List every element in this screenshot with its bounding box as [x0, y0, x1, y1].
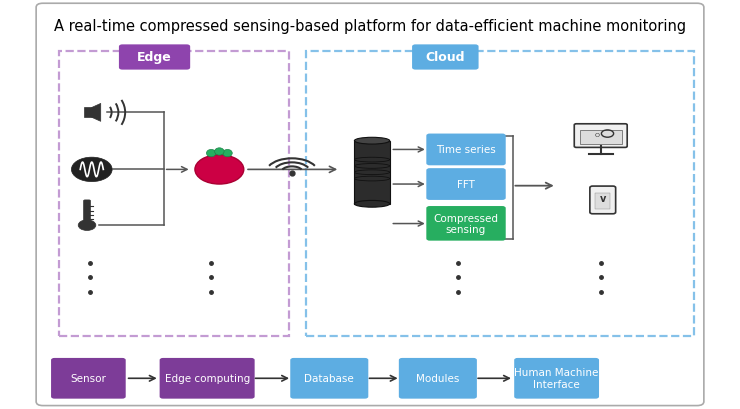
FancyBboxPatch shape: [595, 193, 610, 209]
Circle shape: [72, 158, 112, 182]
Text: FFT: FFT: [457, 180, 475, 190]
Text: Time series: Time series: [436, 145, 496, 155]
FancyBboxPatch shape: [574, 124, 628, 148]
Text: Edge computing: Edge computing: [164, 373, 250, 383]
Ellipse shape: [215, 148, 224, 156]
FancyBboxPatch shape: [51, 358, 126, 399]
Polygon shape: [84, 108, 92, 118]
Polygon shape: [92, 104, 101, 122]
Ellipse shape: [206, 150, 216, 157]
Ellipse shape: [223, 150, 232, 157]
Circle shape: [195, 155, 243, 184]
Text: Human Machine
Interface: Human Machine Interface: [514, 368, 599, 389]
Text: Sensor: Sensor: [70, 373, 107, 383]
Circle shape: [78, 220, 96, 231]
FancyBboxPatch shape: [399, 358, 477, 399]
FancyBboxPatch shape: [426, 134, 505, 166]
Text: Modules: Modules: [416, 373, 460, 383]
FancyBboxPatch shape: [590, 187, 616, 214]
FancyBboxPatch shape: [514, 358, 599, 399]
Text: O: O: [595, 133, 600, 137]
Text: v: v: [599, 194, 606, 204]
Text: Cloud: Cloud: [425, 52, 465, 64]
Ellipse shape: [354, 138, 390, 145]
FancyBboxPatch shape: [84, 200, 90, 227]
FancyBboxPatch shape: [119, 45, 190, 70]
Text: Compressed
sensing: Compressed sensing: [434, 213, 499, 235]
Text: A real-time compressed sensing-based platform for data-efficient machine monitor: A real-time compressed sensing-based pla…: [54, 19, 686, 34]
FancyBboxPatch shape: [36, 4, 704, 406]
FancyBboxPatch shape: [354, 142, 390, 204]
FancyBboxPatch shape: [290, 358, 369, 399]
FancyBboxPatch shape: [160, 358, 255, 399]
FancyBboxPatch shape: [426, 207, 505, 241]
FancyBboxPatch shape: [412, 45, 479, 70]
Text: Edge: Edge: [137, 52, 172, 64]
FancyBboxPatch shape: [579, 130, 622, 144]
Ellipse shape: [354, 201, 390, 208]
FancyBboxPatch shape: [426, 169, 505, 200]
Text: Database: Database: [304, 373, 354, 383]
